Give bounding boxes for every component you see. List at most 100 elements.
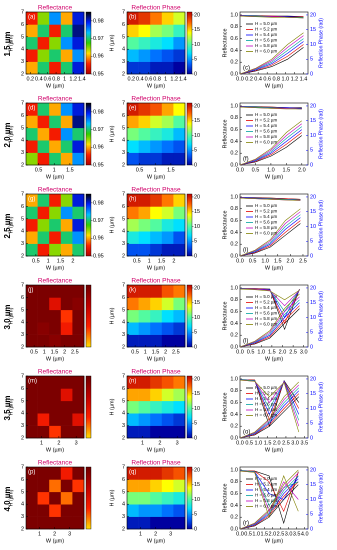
heatmap-cell <box>49 24 62 38</box>
y-tick-label: 0.2 <box>230 242 238 248</box>
heatmap-cell <box>49 516 62 530</box>
panel-title: Reflectance <box>38 5 73 12</box>
y-axis-label: H (µm) <box>8 34 14 51</box>
heatmap-cell <box>72 322 85 335</box>
heatmap-cell <box>60 516 73 530</box>
heatmap-cell <box>138 467 151 480</box>
heatmap-cell <box>60 467 73 480</box>
heatmap-cell <box>37 322 50 335</box>
y-tick-label: 4 <box>21 411 24 417</box>
colorbar-tick-label: 0 <box>194 71 197 77</box>
y-tick-label: 2 <box>21 344 24 350</box>
y-axis-label: H (µm) <box>109 489 115 506</box>
y-tick-label: 5 <box>122 34 125 40</box>
y-axis-label: H (µm) <box>109 307 115 324</box>
x-tick-label: 1 <box>154 167 157 173</box>
heatmap-cell <box>72 388 85 402</box>
y-tick-label: 3 <box>21 514 24 520</box>
x-axis-label: W (µm) <box>265 538 283 544</box>
heatmap-cell <box>161 36 174 50</box>
x-tick-label: 0.0 <box>236 76 244 82</box>
y-tick-label: 0.0 <box>230 435 238 441</box>
x-tick-label: 1 <box>43 349 46 355</box>
x-tick-label: 2 <box>63 349 66 355</box>
heatmap-cell <box>26 285 38 298</box>
phase-line <box>239 478 299 530</box>
heatmap-cell <box>138 504 151 517</box>
panel-title: Reflectance <box>38 460 73 467</box>
x-tick-label: 1 <box>164 76 167 82</box>
row-label: 2.5 µm <box>3 213 12 238</box>
legend-label: H = 6.0 µm <box>255 231 277 236</box>
x-tick-label: 1.5 <box>152 349 160 355</box>
heatmap-cell <box>161 194 174 207</box>
legend-label: H = 5.8 µm <box>255 43 277 48</box>
y-tick-label: 0.4 <box>230 139 238 145</box>
y-tick-label: 2 <box>122 526 125 532</box>
panel-title: Reflectance <box>38 278 73 285</box>
heatmap-cell <box>138 12 151 25</box>
x-tick-label: 1.5 <box>66 167 74 173</box>
heatmap-cell <box>161 413 174 426</box>
heatmap-cell <box>72 285 85 298</box>
heatmap-cell <box>161 322 174 335</box>
x-tick-label: 1.0 <box>255 440 263 446</box>
y-axis-label: Reflectance <box>222 483 228 512</box>
x-tick-label: 1.4 <box>179 76 187 82</box>
x-tick-label: 2.0 <box>279 349 287 355</box>
colorbar-tick-label: 5 <box>194 57 197 63</box>
colorbar-tick-label: 20 <box>194 194 200 200</box>
x-tick-label: 1.0 <box>267 167 275 173</box>
heatmap-cell <box>37 206 50 220</box>
heatmap-cell <box>37 479 50 493</box>
heatmap-cell <box>173 218 186 232</box>
y2-tick-label: 10 <box>310 315 316 321</box>
y-tick-label: 6 <box>122 113 125 119</box>
heatmap-cell <box>161 152 174 166</box>
heatmap-cell <box>49 206 62 220</box>
y-tick-label: 0.4 <box>230 321 238 327</box>
row-label: 4.0 µm <box>3 486 12 511</box>
heatmap-cell <box>138 491 151 505</box>
phase-line <box>239 217 301 257</box>
heatmap-cell <box>60 36 73 50</box>
heatmap-cell <box>60 491 73 505</box>
heatmap-cell <box>127 152 139 166</box>
legend-label: H = 5.2 µm <box>255 27 277 32</box>
heatmap-cell <box>72 103 85 116</box>
y-tick-label: 7 <box>21 191 24 197</box>
phase-line <box>239 208 301 257</box>
heatmap-cell <box>150 61 163 75</box>
x-axis-label: W (µm) <box>46 538 64 544</box>
phase-line <box>239 220 301 257</box>
heatmap-cell <box>150 400 163 414</box>
y-tick-label: 0.2 <box>230 60 238 66</box>
heatmap-cell <box>72 140 85 153</box>
heatmap-cell <box>60 334 73 348</box>
y-tick-label: 3 <box>21 332 24 338</box>
y-tick-label: 4 <box>21 138 24 144</box>
heatmap-cell <box>26 36 38 50</box>
heatmap-cell <box>161 115 174 129</box>
plot-frame <box>126 11 186 75</box>
heatmap-cell <box>49 103 62 116</box>
x-tick-label: 0.2 <box>245 76 253 82</box>
y-tick-label: 3 <box>21 150 24 156</box>
x-tick-label: 2.0 <box>287 258 295 264</box>
heatmap-cell <box>150 49 163 62</box>
heatmap-cell <box>127 194 139 207</box>
panel-title: Reflection Phase <box>131 369 181 376</box>
reflectance-line <box>239 15 304 19</box>
panel-title: Reflection Phase <box>131 278 181 285</box>
panel-label: (r) <box>243 521 249 527</box>
y2-tick-label: 20 <box>310 194 316 200</box>
phase-line <box>239 135 302 166</box>
plot-frame <box>25 193 85 257</box>
y2-tick-label: 20 <box>310 103 316 109</box>
heatmap-cell <box>26 491 38 505</box>
heatmap-cell <box>26 297 38 311</box>
y-tick-label: 7 <box>122 9 125 15</box>
x-tick-label: 1.5 <box>158 258 166 264</box>
heatmap-cell <box>138 152 151 166</box>
heatmap-cell <box>72 376 85 389</box>
